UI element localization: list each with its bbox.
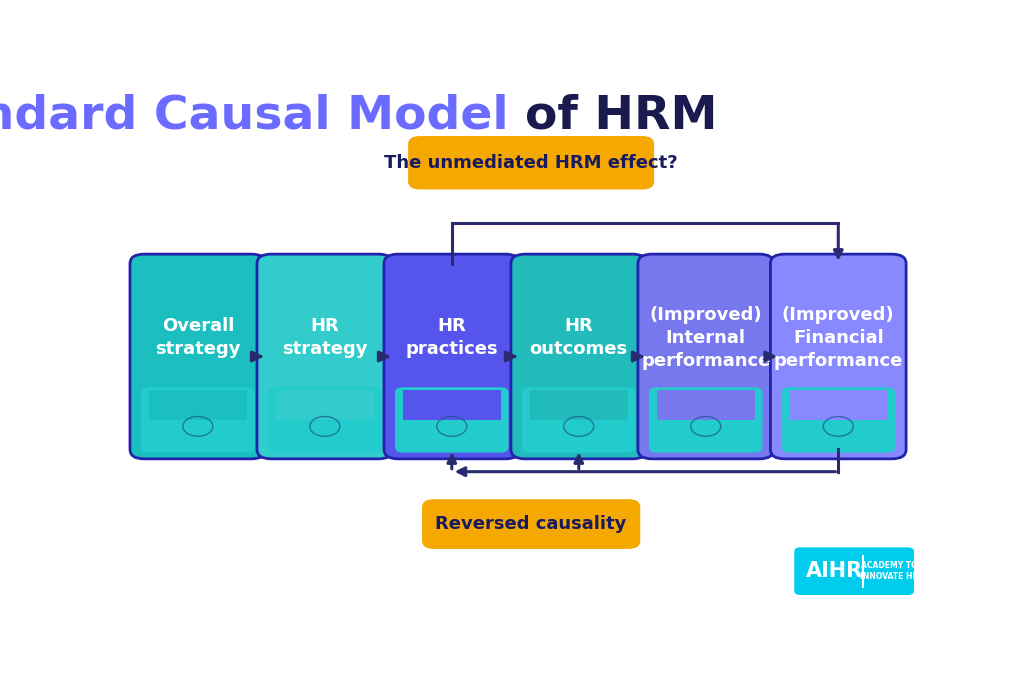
FancyBboxPatch shape: [395, 388, 509, 453]
FancyBboxPatch shape: [657, 390, 755, 420]
FancyBboxPatch shape: [530, 390, 628, 420]
FancyBboxPatch shape: [403, 390, 501, 420]
Text: INNOVATE HR: INNOVATE HR: [860, 572, 919, 581]
FancyBboxPatch shape: [795, 547, 914, 595]
FancyBboxPatch shape: [770, 254, 906, 459]
Text: (Improved)
Financial
performance: (Improved) Financial performance: [773, 306, 903, 370]
Text: 👤: 👤: [682, 419, 691, 434]
Text: 👤: 👤: [555, 419, 564, 434]
Text: (Improved)
Internal
performance: (Improved) Internal performance: [641, 306, 770, 370]
FancyBboxPatch shape: [511, 254, 646, 459]
FancyBboxPatch shape: [150, 390, 247, 420]
FancyBboxPatch shape: [649, 388, 763, 453]
Text: 👤: 👤: [301, 419, 310, 434]
FancyBboxPatch shape: [781, 388, 895, 453]
Text: 👤: 👤: [428, 419, 437, 434]
Text: AIHR: AIHR: [806, 561, 863, 581]
Text: 👤: 👤: [174, 419, 183, 434]
FancyBboxPatch shape: [268, 388, 382, 453]
Text: ACADEMY TO: ACADEMY TO: [861, 561, 918, 570]
FancyBboxPatch shape: [130, 254, 265, 459]
Text: 👤: 👤: [814, 419, 823, 434]
FancyBboxPatch shape: [384, 254, 519, 459]
Text: HR
outcomes: HR outcomes: [529, 318, 628, 358]
FancyBboxPatch shape: [141, 388, 255, 453]
FancyBboxPatch shape: [409, 136, 654, 190]
FancyBboxPatch shape: [790, 390, 887, 420]
FancyBboxPatch shape: [422, 499, 640, 549]
Text: The unmediated HRM effect?: The unmediated HRM effect?: [384, 154, 678, 172]
Text: HR
strategy: HR strategy: [282, 318, 368, 358]
FancyBboxPatch shape: [257, 254, 392, 459]
FancyBboxPatch shape: [638, 254, 773, 459]
Text: HR
practices: HR practices: [406, 318, 498, 358]
Text: Reversed causality: Reversed causality: [435, 515, 627, 533]
FancyBboxPatch shape: [522, 388, 636, 453]
Text: Overall
strategy: Overall strategy: [155, 318, 241, 358]
FancyBboxPatch shape: [276, 390, 374, 420]
Text: Standard Causal Model: Standard Causal Model: [0, 93, 524, 138]
Text: of HRM: of HRM: [524, 93, 717, 138]
